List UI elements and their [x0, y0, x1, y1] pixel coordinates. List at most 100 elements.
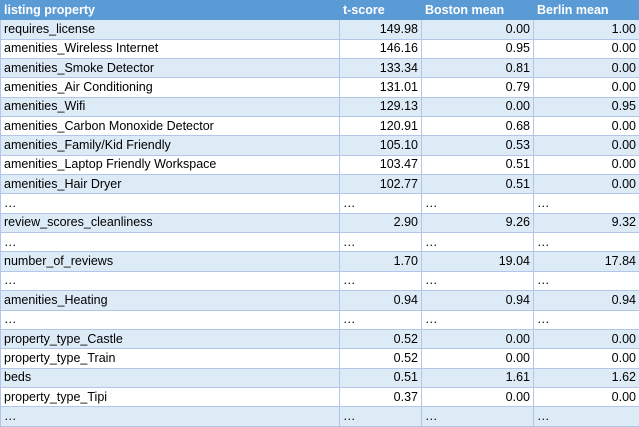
- t-score-cell: 0.52: [340, 329, 422, 348]
- boston-mean-cell: 0.53: [422, 136, 534, 155]
- berlin-mean-cell: 0.00: [534, 349, 639, 368]
- berlin-mean-cell: 0.95: [534, 97, 639, 116]
- t-score-cell: …: [340, 271, 422, 290]
- header-berlin-mean[interactable]: Berlin mean: [534, 1, 639, 20]
- berlin-mean-cell: …: [534, 233, 639, 252]
- table-row: …………: [1, 271, 639, 290]
- table-header: listing property t-score Boston mean Ber…: [1, 1, 639, 20]
- boston-mean-cell: 0.51: [422, 155, 534, 174]
- property-cell: review_scores_cleanliness: [1, 213, 340, 232]
- t-score-cell: 129.13: [340, 97, 422, 116]
- berlin-mean-cell: 1.00: [534, 20, 639, 39]
- t-score-cell: …: [340, 310, 422, 329]
- property-cell: …: [1, 310, 340, 329]
- t-score-cell: 102.77: [340, 175, 422, 194]
- t-score-cell: 120.91: [340, 117, 422, 136]
- berlin-mean-cell: 0.00: [534, 39, 639, 58]
- t-score-cell: 149.98: [340, 20, 422, 39]
- boston-mean-cell: …: [422, 310, 534, 329]
- property-cell: amenities_Heating: [1, 291, 340, 310]
- property-cell: …: [1, 233, 340, 252]
- t-score-cell: 0.52: [340, 349, 422, 368]
- header-boston-mean[interactable]: Boston mean: [422, 1, 534, 20]
- berlin-mean-cell: …: [534, 310, 639, 329]
- berlin-mean-cell: 17.84: [534, 252, 639, 271]
- property-cell: amenities_Wifi: [1, 97, 340, 116]
- t-score-cell: 146.16: [340, 39, 422, 58]
- header-t-score[interactable]: t-score: [340, 1, 422, 20]
- property-cell: amenities_Smoke Detector: [1, 59, 340, 78]
- property-cell: amenities_Carbon Monoxide Detector: [1, 117, 340, 136]
- boston-mean-cell: 0.00: [422, 329, 534, 348]
- boston-mean-cell: 0.00: [422, 20, 534, 39]
- boston-mean-cell: …: [422, 233, 534, 252]
- property-cell: requires_license: [1, 20, 340, 39]
- berlin-mean-cell: 0.00: [534, 387, 639, 406]
- t-score-cell: 1.70: [340, 252, 422, 271]
- berlin-mean-cell: …: [534, 271, 639, 290]
- property-cell: amenities_Family/Kid Friendly: [1, 136, 340, 155]
- boston-mean-cell: 9.26: [422, 213, 534, 232]
- berlin-mean-cell: 9.32: [534, 213, 639, 232]
- t-score-cell: 133.34: [340, 59, 422, 78]
- boston-mean-cell: …: [422, 194, 534, 213]
- property-cell: property_type_Tipi: [1, 387, 340, 406]
- t-score-cell: 103.47: [340, 155, 422, 174]
- t-score-cell: 0.51: [340, 368, 422, 387]
- property-cell: property_type_Castle: [1, 329, 340, 348]
- berlin-mean-cell: 0.00: [534, 155, 639, 174]
- boston-mean-cell: 19.04: [422, 252, 534, 271]
- property-cell: …: [1, 407, 340, 426]
- property-cell: amenities_Air Conditioning: [1, 78, 340, 97]
- property-cell: amenities_Laptop Friendly Workspace: [1, 155, 340, 174]
- berlin-mean-cell: 0.00: [534, 329, 639, 348]
- boston-mean-cell: 0.51: [422, 175, 534, 194]
- berlin-mean-cell: 0.94: [534, 291, 639, 310]
- berlin-mean-cell: …: [534, 407, 639, 426]
- property-cell: amenities_Wireless Internet: [1, 39, 340, 58]
- property-cell: …: [1, 271, 340, 290]
- boston-mean-cell: 0.81: [422, 59, 534, 78]
- berlin-mean-cell: 1.62: [534, 368, 639, 387]
- table-row: …………: [1, 310, 639, 329]
- table-row: …………: [1, 233, 639, 252]
- table-row: …………: [1, 194, 639, 213]
- property-cell: amenities_Hair Dryer: [1, 175, 340, 194]
- property-cell: beds: [1, 368, 340, 387]
- boston-mean-cell: 0.94: [422, 291, 534, 310]
- t-score-cell: …: [340, 407, 422, 426]
- boston-mean-cell: 0.68: [422, 117, 534, 136]
- boston-mean-cell: …: [422, 407, 534, 426]
- t-score-cell: …: [340, 233, 422, 252]
- boston-mean-cell: 1.61: [422, 368, 534, 387]
- berlin-mean-cell: 0.00: [534, 175, 639, 194]
- boston-mean-cell: …: [422, 271, 534, 290]
- boston-mean-cell: 0.00: [422, 349, 534, 368]
- t-score-cell: …: [340, 194, 422, 213]
- property-cell: number_of_reviews: [1, 252, 340, 271]
- header-row: listing property t-score Boston mean Ber…: [1, 1, 639, 20]
- header-listing-property[interactable]: listing property: [1, 1, 340, 20]
- berlin-mean-cell: 0.00: [534, 59, 639, 78]
- property-cell: property_type_Train: [1, 349, 340, 368]
- berlin-mean-cell: 0.00: [534, 136, 639, 155]
- t-score-cell: 0.94: [340, 291, 422, 310]
- boston-mean-cell: 0.95: [422, 39, 534, 58]
- property-cell: …: [1, 194, 340, 213]
- boston-mean-cell: 0.00: [422, 387, 534, 406]
